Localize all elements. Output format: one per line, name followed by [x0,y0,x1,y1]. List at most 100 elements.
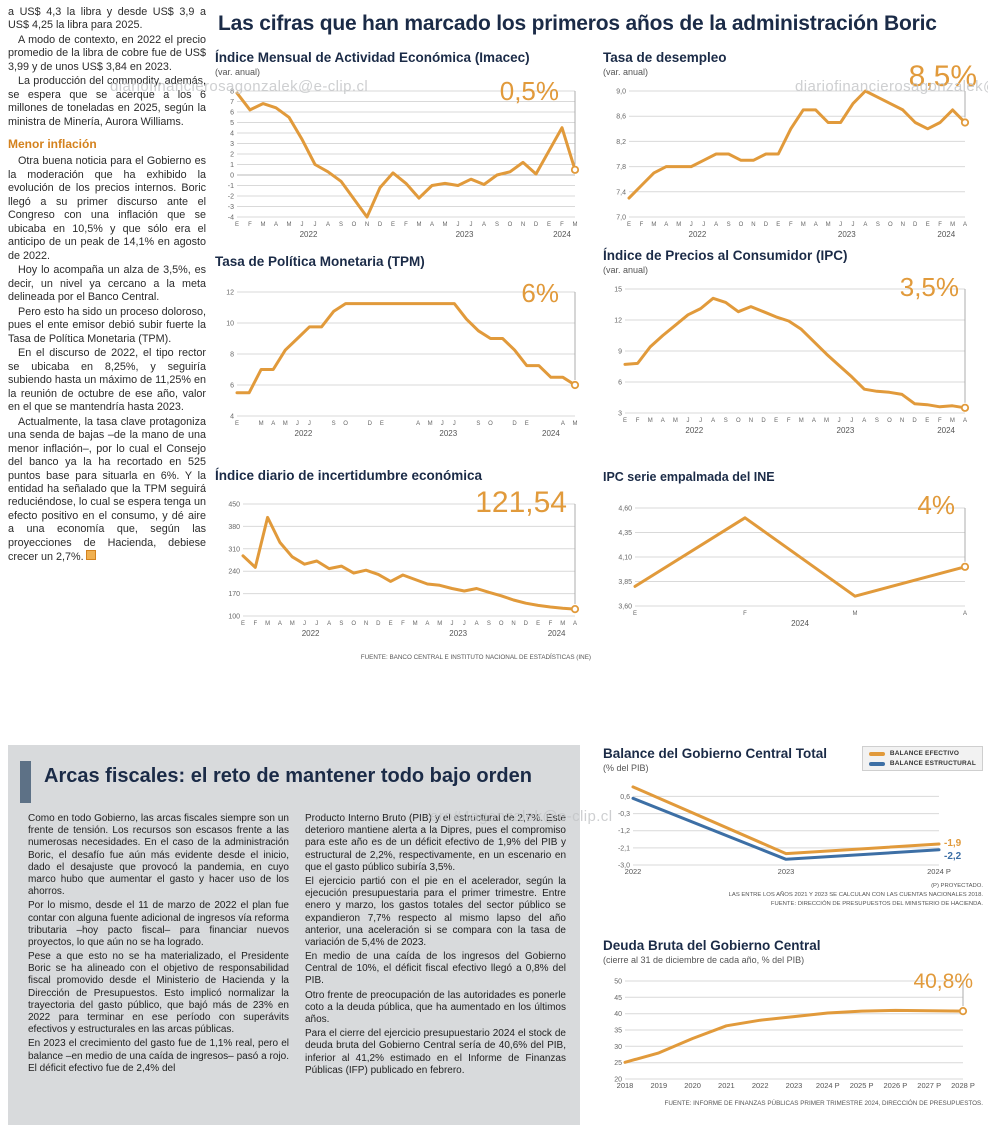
svg-text:2024: 2024 [553,230,571,239]
article-paragraph: En el discurso de 2022, el tipo rector s… [8,347,206,414]
svg-text:J: J [839,222,842,228]
svg-text:E: E [235,222,239,228]
highlight-value: 3,5% [899,272,959,302]
svg-text:N: N [751,222,755,228]
svg-text:S: S [339,621,343,627]
svg-text:2026 P: 2026 P [884,1081,908,1090]
svg-text:2023: 2023 [456,230,474,239]
svg-text:A: A [271,421,275,427]
svg-text:2023: 2023 [778,867,795,876]
svg-text:2023: 2023 [439,429,457,438]
svg-text:3,60: 3,60 [618,604,632,611]
svg-text:E: E [774,418,778,424]
balance-chart: 0,6 -0,3 -1,2 -2,1 -3,0 2022 2023 2024 P -1,9 -2,… [603,777,983,879]
svg-text:F: F [401,621,405,627]
article-subhead: Menor inflación [8,137,97,152]
svg-text:-2,2: -2,2 [944,850,962,861]
svg-text:E: E [925,418,929,424]
svg-text:8,2: 8,2 [616,138,626,145]
svg-text:F: F [938,222,942,228]
svg-text:O: O [488,421,493,427]
svg-text:A: A [327,621,331,627]
svg-text:2022: 2022 [300,230,318,239]
svg-text:9: 9 [618,348,622,355]
ipc-empalmada-chart: 4,60 4,35 4,10 3,85 3,60 E F M A 2024 [603,494,983,634]
chart-panel-tpm: Tasa de Política Monetaria (TPM) 6% 12 10… [215,254,593,454]
svg-text:-1,9: -1,9 [944,838,962,849]
svg-text:F: F [549,621,553,627]
svg-text:O: O [508,222,513,228]
svg-text:9,0: 9,0 [616,88,626,95]
svg-text:A: A [416,421,420,427]
svg-text:2022: 2022 [752,1081,769,1090]
legend-row-efectivo: BALANCE EFECTIVO [868,750,976,757]
svg-text:2022: 2022 [302,629,320,638]
svg-text:2: 2 [230,151,234,158]
svg-text:S: S [724,418,728,424]
svg-text:2028 P: 2028 P [951,1081,975,1090]
svg-text:0,6: 0,6 [620,793,630,800]
svg-text:4: 4 [230,413,234,420]
svg-text:E: E [391,222,395,228]
svg-text:2025 P: 2025 P [850,1081,874,1090]
article-paragraph: a US$ 4,3 la libra y desde US$ 3,9 a US$… [8,6,206,32]
svg-text:4: 4 [230,130,234,137]
svg-text:F: F [636,418,640,424]
chart-notes: (P) PROYECTADO. LAS ENTRE LOS AÑOS 2021 … [729,882,983,909]
svg-text:S: S [476,421,480,427]
svg-text:2023: 2023 [837,426,855,435]
svg-text:20: 20 [614,1076,622,1083]
svg-text:M: M [259,421,264,427]
chart-subtitle: (cierre al 31 de diciembre de cada año, … [603,954,805,965]
chart-panel-desempleo: Tasa de desempleo (var. anual) 8,5% 9,0 8… [603,50,983,260]
svg-text:M: M [676,222,681,228]
fiscal-paragraph: Otro frente de preocupación de las autor… [305,989,566,1025]
svg-text:A: A [482,222,486,228]
svg-text:A: A [430,222,434,228]
svg-text:M: M [673,418,678,424]
svg-text:J: J [690,222,693,228]
chart-panel-balance: Balance del Gobierno Central Total (% de… [603,746,983,942]
svg-text:-1: -1 [228,183,234,190]
fiscal-paragraph: Por lo mismo, desde el 11 de marzo de 20… [28,900,289,948]
svg-text:6: 6 [230,109,234,116]
svg-text:D: D [524,621,529,627]
deuda-chart: 50 45 40 35 30 25 20 2018 2019 2020 2021 2022 2023 20… [603,965,983,1095]
svg-text:8: 8 [230,88,234,95]
fiscal-column-2: Producto Interno Bruto (PIB) y el estruc… [305,813,566,1079]
fiscal-paragraph: Pese a que esto no se ha materializado, … [28,951,289,1036]
svg-text:F: F [743,611,747,617]
chart-title: Tasa de desempleo [603,50,727,65]
note-line: FUENTE: DIRECCIÓN DE PRESUPUESTOS DEL MI… [770,901,983,908]
article-paragraph: Otra buena noticia para el Gobierno es l… [8,155,206,262]
svg-text:N: N [901,222,905,228]
svg-text:J: J [463,621,466,627]
svg-text:J: J [453,421,456,427]
svg-text:M: M [290,621,295,627]
svg-text:-3,0: -3,0 [618,862,630,869]
svg-text:M: M [417,222,422,228]
svg-text:A: A [326,222,330,228]
svg-text:E: E [241,621,245,627]
svg-text:A: A [963,418,967,424]
svg-text:A: A [573,621,577,627]
svg-text:E: E [235,421,239,427]
svg-text:A: A [963,222,967,228]
svg-text:2024 P: 2024 P [816,1081,840,1090]
imacec-chart: 8 7 6 5 4 3 2 1 0 -1 -2 -3 -4 E F M A M J J A S O N D E F M A M J J A S O N… [215,77,593,245]
svg-text:A: A [664,222,668,228]
article-paragraph-text: Actualmente, la tasa clave protagoniza u… [8,415,206,564]
tpm-chart: 12 10 8 6 4 E M A M J J S O D E A M J J S O D E A M 2022 2023 2024 [215,278,593,444]
svg-text:4,35: 4,35 [618,530,632,537]
article-paragraph: Actualmente, la tasa clave protagoniza u… [8,416,206,565]
svg-text:A: A [814,222,818,228]
svg-text:J: J [457,222,460,228]
svg-text:3: 3 [230,141,234,148]
svg-text:J: J [451,621,454,627]
svg-text:F: F [938,418,942,424]
fiscal-section: Arcas fiscales: el reto de mantener todo… [8,745,580,1125]
svg-text:A: A [425,621,429,627]
svg-text:N: N [900,418,904,424]
svg-text:J: J [308,421,311,427]
svg-text:310: 310 [228,546,240,553]
